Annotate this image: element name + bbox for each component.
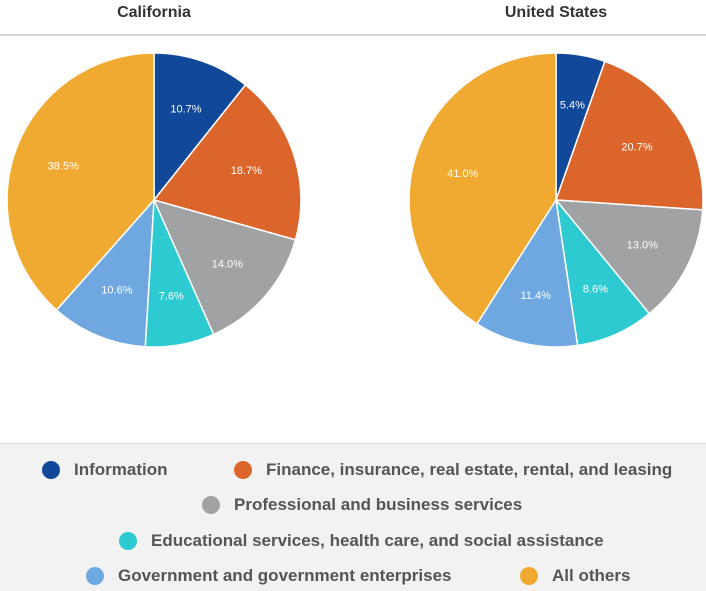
- legend-label: Finance, insurance, real estate, rental,…: [266, 460, 673, 479]
- legend-item-information[interactable]: Information: [42, 460, 168, 480]
- header-divider: [0, 34, 706, 36]
- slice-data-label: 5.4%: [560, 99, 585, 111]
- legend-item-government[interactable]: Government and government enterprises: [86, 566, 451, 586]
- slice-data-label: 11.4%: [521, 290, 552, 302]
- legend-item-all-others[interactable]: All others: [520, 566, 630, 586]
- legend-label: Government and government enterprises: [118, 566, 452, 585]
- slice-data-label: 8.6%: [583, 284, 608, 296]
- legend-swatch-information: [42, 461, 60, 479]
- slice-data-label: 10.7%: [170, 103, 201, 115]
- pie-california: 10.7% 18.7% 14.0% 7.6% 10.6% 38.5%: [6, 52, 302, 348]
- pie-slice-california-1[interactable]: [152, 83, 302, 241]
- pie-slice-united-states-2[interactable]: [554, 199, 704, 315]
- legend-swatch-educational: [119, 532, 137, 550]
- legend-label: All others: [552, 566, 631, 585]
- slice-data-label: 7.6%: [159, 290, 184, 302]
- legend-item-professional[interactable]: Professional and business services: [202, 495, 522, 515]
- legend-label: Professional and business services: [234, 495, 523, 514]
- pie-slice-california-2[interactable]: [152, 198, 297, 336]
- pie-slice-united-states-1[interactable]: [554, 60, 704, 211]
- slice-data-label: 41.0%: [447, 168, 478, 180]
- chart-title-california: California: [117, 4, 191, 21]
- pie-slice-california-5[interactable]: [6, 52, 155, 312]
- legend-item-finance[interactable]: Finance, insurance, real estate, rental,…: [234, 460, 672, 480]
- chart-title-united-states: United States: [504, 4, 608, 21]
- legend-item-educational[interactable]: Educational services, health care, and s…: [119, 531, 604, 551]
- slice-data-label: 18.7%: [231, 165, 262, 177]
- legend-label: Information: [74, 460, 168, 479]
- legend-swatch-government: [86, 567, 104, 585]
- slice-data-label: 38.5%: [48, 161, 79, 173]
- legend: Information Finance, insurance, real est…: [0, 443, 706, 591]
- legend-swatch-finance: [234, 461, 252, 479]
- legend-swatch-all-others: [520, 567, 538, 585]
- pie-slice-california-0[interactable]: [153, 52, 247, 203]
- pie-united-states: 5.4% 20.7% 13.0% 8.6% 11.4% 41.0%: [408, 52, 704, 348]
- pie-slice-california-4[interactable]: [55, 197, 155, 348]
- slice-data-label: 13.0%: [627, 239, 658, 251]
- slice-data-label: 14.0%: [212, 259, 243, 271]
- pie-slice-united-states-5[interactable]: [408, 52, 557, 325]
- slice-data-label: 20.7%: [621, 142, 652, 154]
- legend-label: Educational services, health care, and s…: [151, 531, 604, 550]
- pie-charts-canvas: 10.7% 18.7% 14.0% 7.6% 10.6% 38.5% 5.4% 20.7% 13…: [6, 52, 704, 348]
- slice-data-label: 10.6%: [101, 285, 132, 297]
- legend-swatch-professional: [202, 496, 220, 514]
- pie-slice-united-states-4[interactable]: [475, 197, 579, 348]
